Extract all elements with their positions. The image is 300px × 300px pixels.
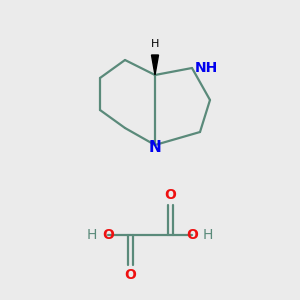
Text: N: N: [148, 140, 161, 154]
Text: H: H: [151, 39, 159, 49]
Text: H: H: [203, 228, 213, 242]
Text: H: H: [87, 228, 97, 242]
Text: O: O: [124, 268, 136, 282]
Text: O: O: [164, 188, 176, 202]
Text: O: O: [186, 228, 198, 242]
Text: O: O: [102, 228, 114, 242]
Polygon shape: [152, 55, 158, 75]
Text: NH: NH: [195, 61, 218, 75]
